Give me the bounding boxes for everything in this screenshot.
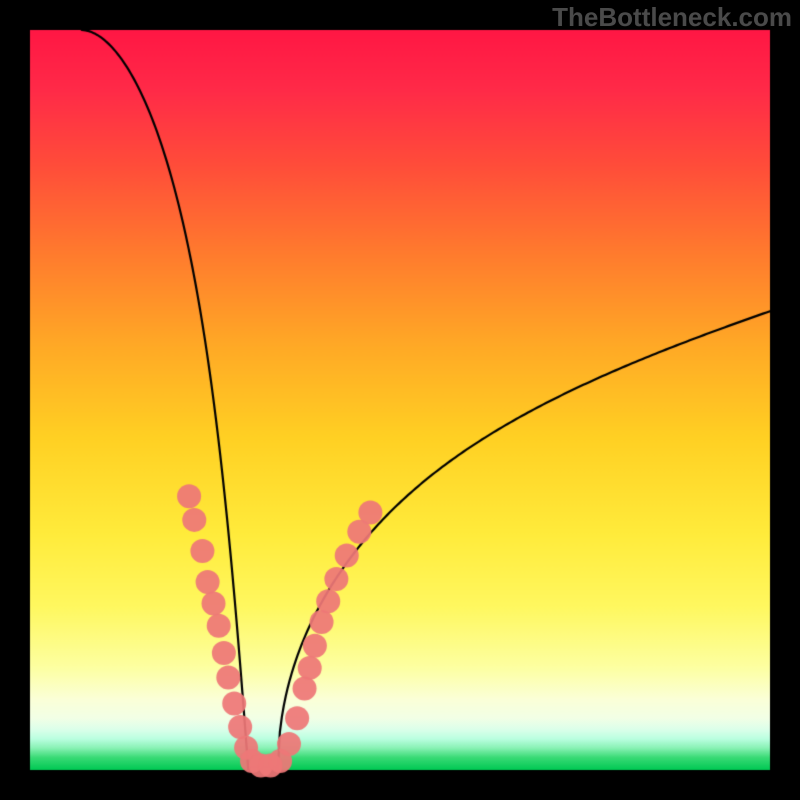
bottleneck-valley-chart [0,0,800,800]
chart-stage: TheBottleneck.com [0,0,800,800]
